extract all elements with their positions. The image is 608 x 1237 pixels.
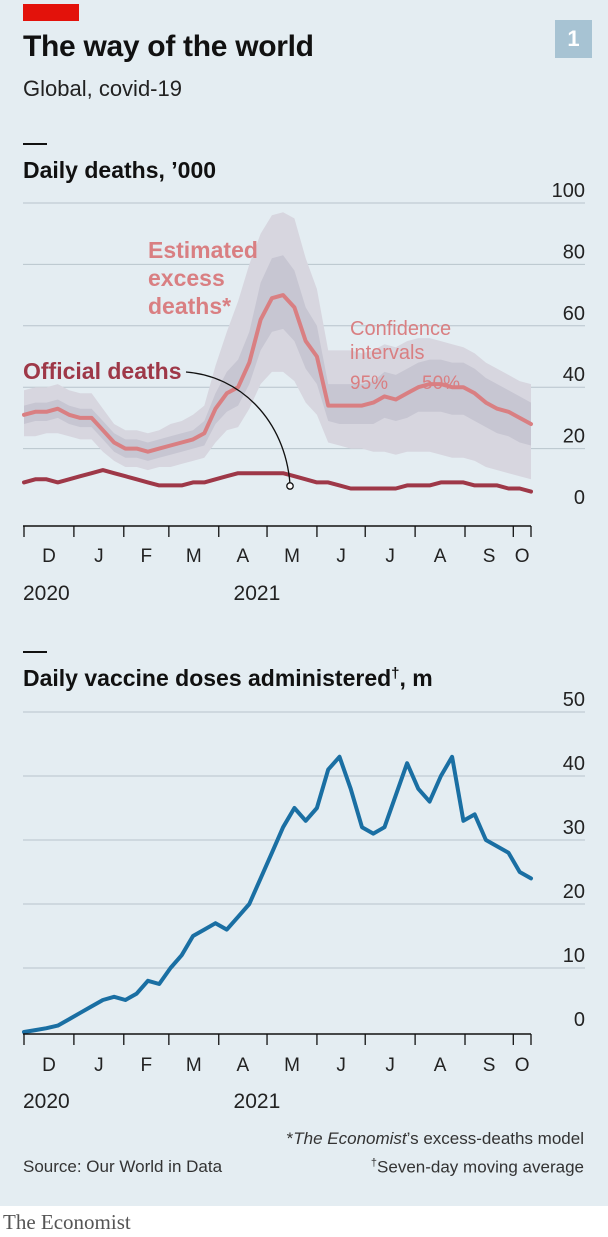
x-tick-label: A xyxy=(434,546,447,567)
excess-deaths-label: Estimated xyxy=(148,237,258,263)
y-tick-label: 80 xyxy=(563,241,585,263)
official-deaths-label: Official deaths xyxy=(23,358,181,384)
x-tick-label: F xyxy=(141,1055,153,1076)
confidence-intervals-label: intervals xyxy=(350,342,424,364)
x-tick-label: J xyxy=(385,546,395,567)
x-tick-label: M xyxy=(284,546,300,567)
year-label: 2021 xyxy=(234,582,281,605)
excess-deaths-label: excess xyxy=(148,265,225,291)
x-tick-label: D xyxy=(42,1055,56,1076)
x-tick-label: S xyxy=(483,1055,496,1076)
x-tick-label: M xyxy=(186,546,202,567)
x-tick-label: D xyxy=(42,546,56,567)
y-tick-label: 0 xyxy=(574,487,585,509)
chart-title: The way of the world xyxy=(23,30,314,63)
y-tick-label: 30 xyxy=(563,817,585,839)
brand-red-tag xyxy=(23,4,79,21)
panel-title-vaccines: Daily vaccine doses administered†, m xyxy=(23,665,433,691)
y-tick-label: 50 xyxy=(563,689,585,711)
x-tick-label: J xyxy=(336,546,346,567)
y-tick-label: 20 xyxy=(563,881,585,903)
ci95-band xyxy=(24,212,531,480)
x-tick-label: J xyxy=(94,1055,104,1076)
y-tick-label: 100 xyxy=(552,180,585,202)
x-tick-label: M xyxy=(284,1055,300,1076)
footnote-excess-model: *The Economist’s excess-deaths model xyxy=(286,1129,584,1148)
chart-subtitle: Global, covid-19 xyxy=(23,76,182,101)
x-tick-label: J xyxy=(94,546,104,567)
confidence-intervals-label: Confidence xyxy=(350,318,451,340)
year-label: 2020 xyxy=(23,1090,70,1113)
x-tick-label: M xyxy=(186,1055,202,1076)
year-label: 2021 xyxy=(234,1090,281,1113)
x-tick-label: J xyxy=(336,1055,346,1076)
publisher-logo: The Economist xyxy=(3,1210,131,1234)
x-tick-label: F xyxy=(141,546,153,567)
figure-number-badge: 1 xyxy=(555,20,592,58)
chart-panel xyxy=(0,0,608,1206)
x-tick-label: O xyxy=(515,546,530,567)
official-deaths-leader xyxy=(185,371,291,485)
y-tick-label: 10 xyxy=(563,945,585,967)
vaccine-doses-line xyxy=(22,754,533,1034)
y-tick-label: 40 xyxy=(563,364,585,386)
y-tick-label: 20 xyxy=(563,426,585,448)
year-label: 2020 xyxy=(23,582,70,605)
source-note: Source: Our World in Data xyxy=(23,1157,223,1176)
y-tick-label: 40 xyxy=(563,753,585,775)
x-tick-label: O xyxy=(515,1055,530,1076)
x-tick-label: J xyxy=(385,1055,395,1076)
excess-deaths-label: deaths* xyxy=(148,293,231,319)
excess-deaths-line xyxy=(22,293,533,454)
x-tick-label: A xyxy=(237,1055,250,1076)
x-tick-label: A xyxy=(237,546,250,567)
footnote-moving-average: †Seven-day moving average xyxy=(370,1157,584,1177)
x-tick-label: A xyxy=(434,1055,447,1076)
panel-title-deaths: Daily deaths, ’000 xyxy=(23,157,216,183)
ci95-label: 95% xyxy=(350,373,388,394)
y-tick-label: 60 xyxy=(563,303,585,325)
ci50-band xyxy=(24,255,531,461)
y-tick-label: 0 xyxy=(574,1009,585,1031)
official-deaths-marker xyxy=(286,482,294,490)
x-tick-label: S xyxy=(483,546,496,567)
official-deaths-line xyxy=(22,468,533,494)
ci50-label: 50% xyxy=(422,373,460,394)
